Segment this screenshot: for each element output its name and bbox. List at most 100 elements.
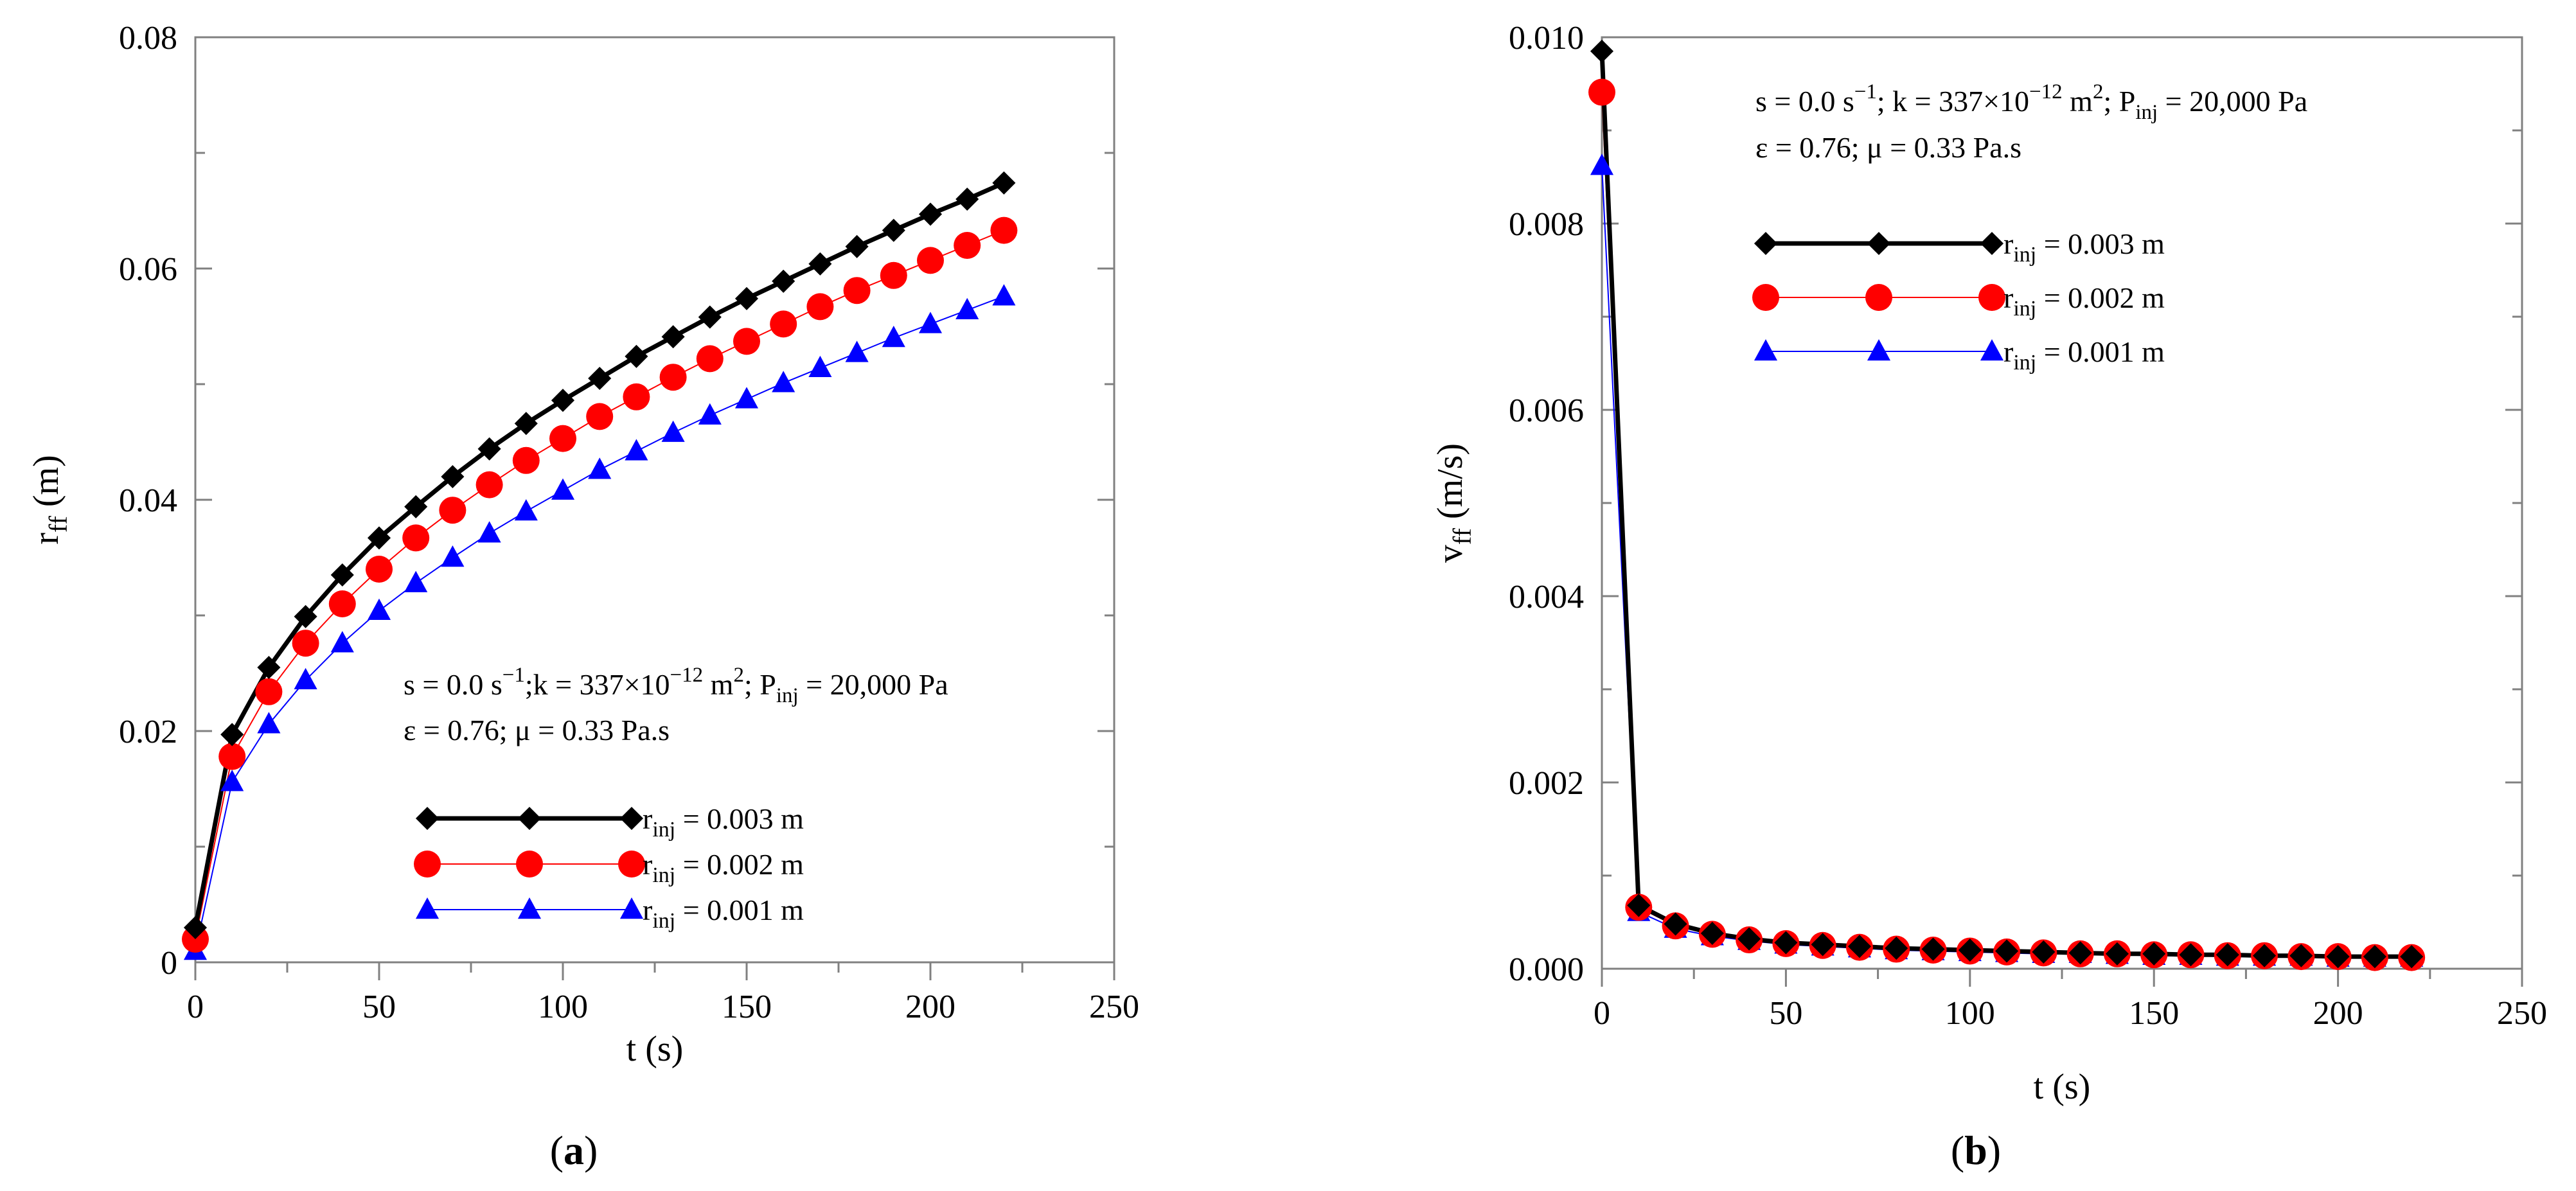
legend-marker bbox=[517, 897, 542, 919]
data-point-circle bbox=[366, 556, 393, 583]
data-point-diamond bbox=[918, 202, 943, 226]
data-point-diamond bbox=[588, 366, 612, 391]
x-tick-label: 250 bbox=[2497, 995, 2547, 1032]
data-point-diamond bbox=[1958, 938, 1982, 962]
legend-marker bbox=[1867, 231, 1891, 256]
data-point-diamond bbox=[2105, 942, 2129, 966]
data-point-circle bbox=[990, 216, 1018, 244]
x-tick-label: 50 bbox=[362, 989, 396, 1025]
data-point-triangle bbox=[330, 631, 354, 653]
data-point-triangle bbox=[514, 499, 538, 521]
data-point-triangle bbox=[257, 712, 281, 734]
data-point-circle bbox=[880, 261, 907, 289]
legend-marker bbox=[1752, 284, 1779, 311]
data-point-diamond bbox=[1774, 931, 1798, 955]
chart-panel-a: 0 50 100 150 200 250 00.020.040.060.08 t (s) … bbox=[26, 20, 1139, 1173]
data-point-diamond bbox=[882, 218, 905, 242]
y-tick-label: 0.06 bbox=[119, 251, 177, 288]
data-point-diamond bbox=[367, 526, 391, 550]
data-point-triangle bbox=[404, 570, 428, 592]
data-point-triangle bbox=[698, 403, 722, 425]
legend-marker bbox=[415, 806, 440, 831]
data-point-diamond bbox=[661, 325, 685, 349]
data-point-diamond bbox=[734, 287, 759, 310]
data-point-circle bbox=[512, 446, 540, 474]
data-point-diamond bbox=[2068, 941, 2092, 965]
chart-panel-b: 0 50 100 150 200 250 0.0000.0020.0040.0060.00… bbox=[1430, 20, 2547, 1173]
data-point-diamond bbox=[2252, 944, 2277, 967]
legend-marker bbox=[619, 897, 644, 919]
legend-label: rinj = 0.001 m bbox=[2003, 335, 2165, 375]
data-point-diamond bbox=[1847, 935, 1872, 958]
data-point-diamond bbox=[1921, 937, 1945, 961]
data-point-triangle bbox=[220, 770, 244, 791]
data-point-circle bbox=[917, 247, 944, 274]
panel-label-b: (b) bbox=[1951, 1127, 2001, 1173]
data-point-diamond bbox=[1885, 937, 1908, 960]
data-point-diamond bbox=[625, 344, 648, 368]
x-tick-label: 250 bbox=[1089, 989, 1139, 1025]
data-point-diamond bbox=[772, 269, 795, 293]
series-line-triangle bbox=[195, 296, 1004, 951]
y-tick-label: 0.08 bbox=[119, 20, 177, 57]
x-tick-label: 150 bbox=[2129, 995, 2179, 1032]
x-axis-title: t (s) bbox=[626, 1029, 684, 1069]
data-point-diamond bbox=[514, 412, 538, 436]
data-point-circle bbox=[806, 293, 834, 321]
legend-marker bbox=[415, 897, 440, 919]
legend: rinj = 0.003 m rinj = 0.002 m rinj = 0.001… bbox=[414, 802, 804, 933]
data-point-circle bbox=[586, 403, 614, 430]
data-point-diamond bbox=[294, 604, 317, 628]
legend-label: rinj = 0.003 m bbox=[2003, 227, 2165, 267]
legend-marker bbox=[1754, 231, 1778, 256]
data-point-diamond bbox=[441, 464, 465, 489]
data-point-circle bbox=[328, 590, 356, 617]
data-point-diamond bbox=[404, 495, 428, 518]
data-point-diamond bbox=[845, 234, 869, 258]
data-point-triangle bbox=[625, 439, 648, 461]
data-point-diamond bbox=[1700, 921, 1724, 945]
data-point-circle bbox=[1588, 78, 1615, 106]
x-tick-label: 200 bbox=[905, 989, 955, 1025]
data-point-diamond bbox=[551, 389, 575, 412]
y-tick-label: 0.000 bbox=[1509, 951, 1584, 988]
data-point-diamond bbox=[2032, 940, 2056, 964]
legend-label: rinj = 0.003 m bbox=[643, 802, 804, 842]
y-tick-label: 0.006 bbox=[1509, 393, 1584, 429]
data-point-triangle bbox=[882, 326, 905, 348]
data-point-circle bbox=[659, 364, 687, 391]
x-tick-label: 50 bbox=[1769, 995, 1802, 1032]
data-point-diamond bbox=[220, 723, 244, 746]
data-point-circle bbox=[549, 425, 576, 452]
data-point-triangle bbox=[294, 667, 317, 690]
y-tick-label: 0.002 bbox=[1509, 765, 1584, 802]
data-point-diamond bbox=[2142, 942, 2166, 966]
data-point-triangle bbox=[808, 355, 832, 378]
x-tick-label: 0 bbox=[187, 989, 204, 1025]
legend-marker bbox=[619, 806, 644, 831]
annotation: s = 0.0 s−1; k = 337×10−12 m2; Pinj = 20… bbox=[1755, 80, 2307, 164]
data-point-circle bbox=[475, 471, 503, 498]
data-point-triangle bbox=[918, 312, 943, 333]
legend-marker bbox=[1865, 284, 1892, 311]
data-point-diamond bbox=[1811, 933, 1834, 957]
data-point-diamond bbox=[808, 252, 832, 276]
annotation-line-1: s = 0.0 s−1; k = 337×10−12 m2; Pinj = 20… bbox=[1755, 80, 2307, 124]
series-group bbox=[1588, 39, 2426, 971]
data-point-triangle bbox=[661, 420, 685, 442]
y-tick-label: 0.010 bbox=[1509, 20, 1584, 57]
y-tick-labels: 0 0.02 0.04 0.06 0.08 bbox=[119, 20, 177, 982]
data-point-circle bbox=[623, 383, 650, 410]
data-point-diamond bbox=[698, 305, 722, 329]
tick-marks bbox=[1601, 36, 2523, 987]
y-tick-label: 0.02 bbox=[119, 714, 177, 750]
y-tick-label: 0.004 bbox=[1509, 579, 1584, 615]
series-line-diamond bbox=[1599, 51, 2412, 959]
legend: rinj = 0.003 m rinj = 0.002 m rinj = 0.001… bbox=[1752, 227, 2165, 375]
data-point-triangle bbox=[441, 545, 465, 567]
legend-marker bbox=[1867, 339, 1891, 361]
series-line-diamond bbox=[193, 181, 1005, 928]
data-point-triangle bbox=[551, 478, 575, 500]
data-point-triangle bbox=[734, 387, 759, 409]
